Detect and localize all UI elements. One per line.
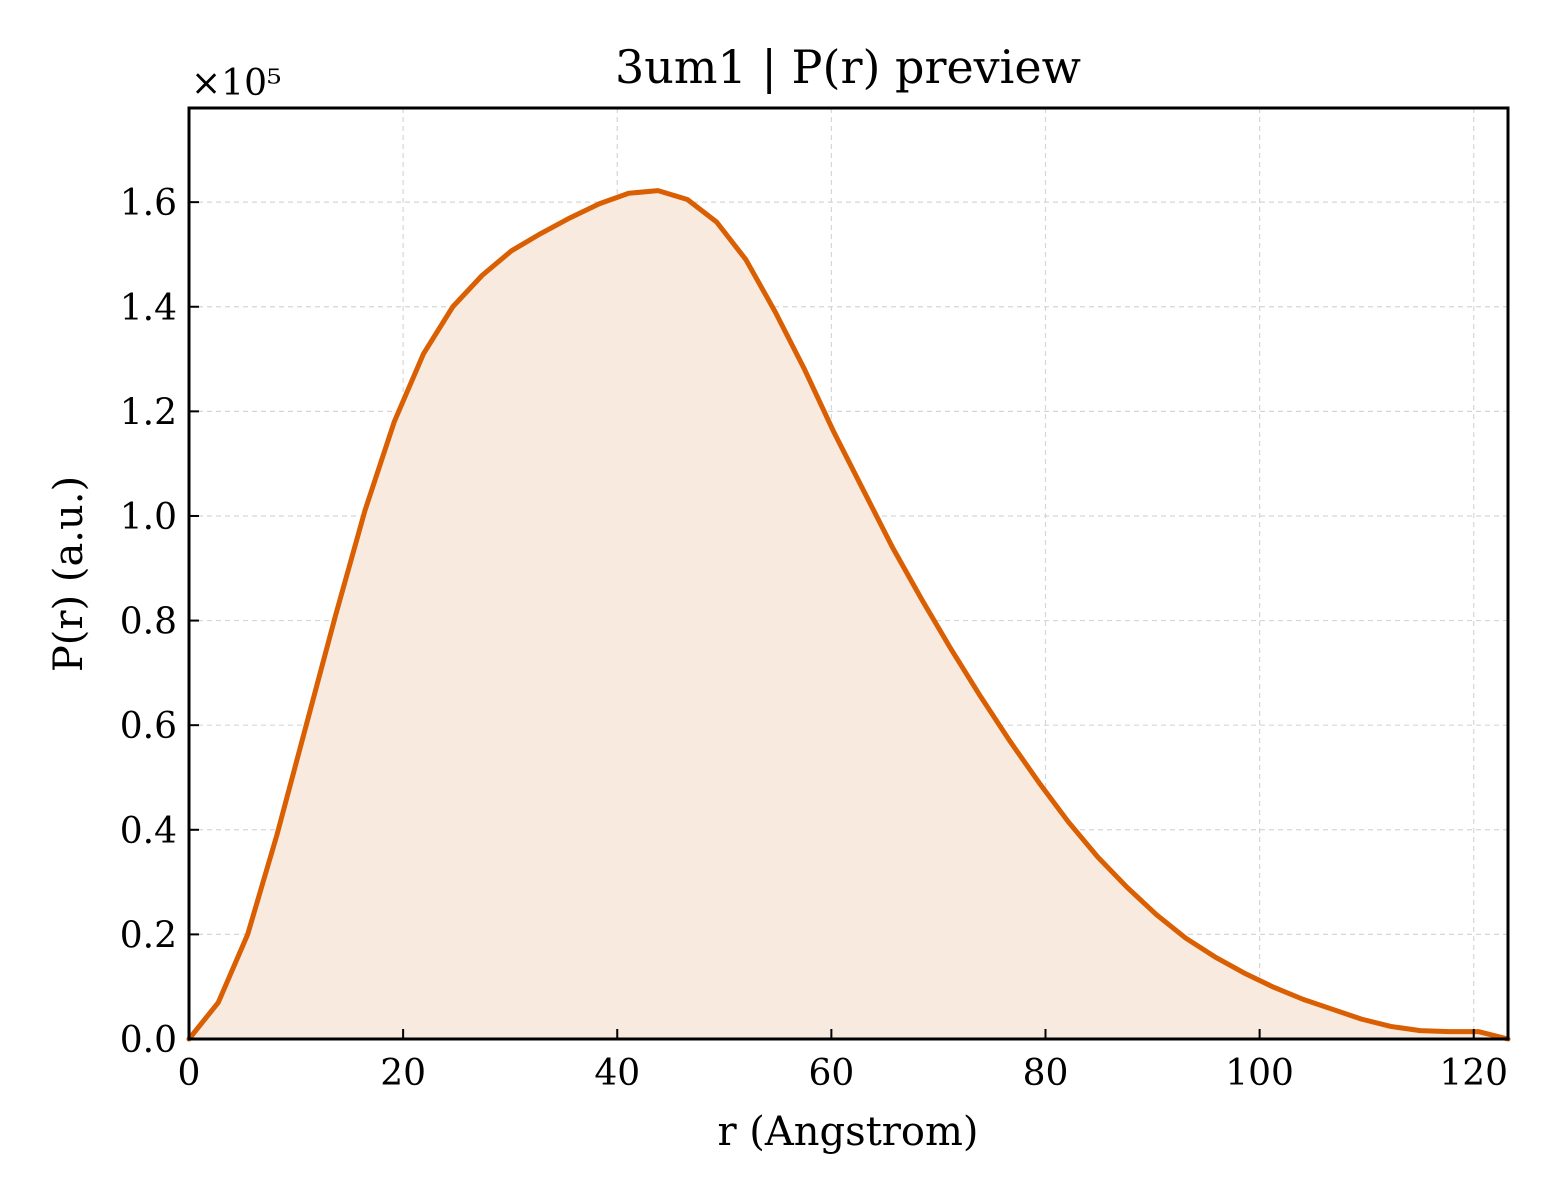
y-tick-label: 0.2 xyxy=(120,915,177,956)
y-tick-label: 1.4 xyxy=(120,288,177,329)
x-tick-label: 0 xyxy=(178,1053,201,1094)
pr-area-fill xyxy=(189,190,1508,1039)
y-tick-label: 0.8 xyxy=(120,602,177,643)
y-tick-label: 1.0 xyxy=(120,497,177,538)
chart-title: 3um1 | P(r) preview xyxy=(615,40,1081,94)
x-tick-label: 80 xyxy=(1023,1053,1069,1094)
x-axis-label: r (Angstrom) xyxy=(717,1109,978,1155)
plot-frame xyxy=(187,106,1510,1041)
y-tick-label: 0.6 xyxy=(120,706,177,747)
x-tick-label: 120 xyxy=(1439,1053,1508,1094)
y-tick-label: 0.0 xyxy=(120,1020,177,1061)
tick-labels: 0 20 40 60 80 100 120 0.0 0.2 0.4 0.6 0.8 1.0 1.2 1.4 1… xyxy=(120,183,1508,1094)
y-offset-label: ×10⁵ xyxy=(191,63,281,104)
y-tick-label: 1.2 xyxy=(120,392,177,433)
pr-series-line xyxy=(186,188,1511,1042)
x-tick-label: 60 xyxy=(808,1053,854,1094)
tick-marks xyxy=(188,201,1475,1040)
y-axis-label: P(r) (a.u.) xyxy=(46,476,92,672)
x-tick-label: 20 xyxy=(380,1053,426,1094)
y-tick-label: 0.4 xyxy=(120,811,177,852)
x-tick-label: 100 xyxy=(1225,1053,1294,1094)
y-tick-label: 1.6 xyxy=(120,183,177,224)
x-tick-label: 40 xyxy=(594,1053,640,1094)
